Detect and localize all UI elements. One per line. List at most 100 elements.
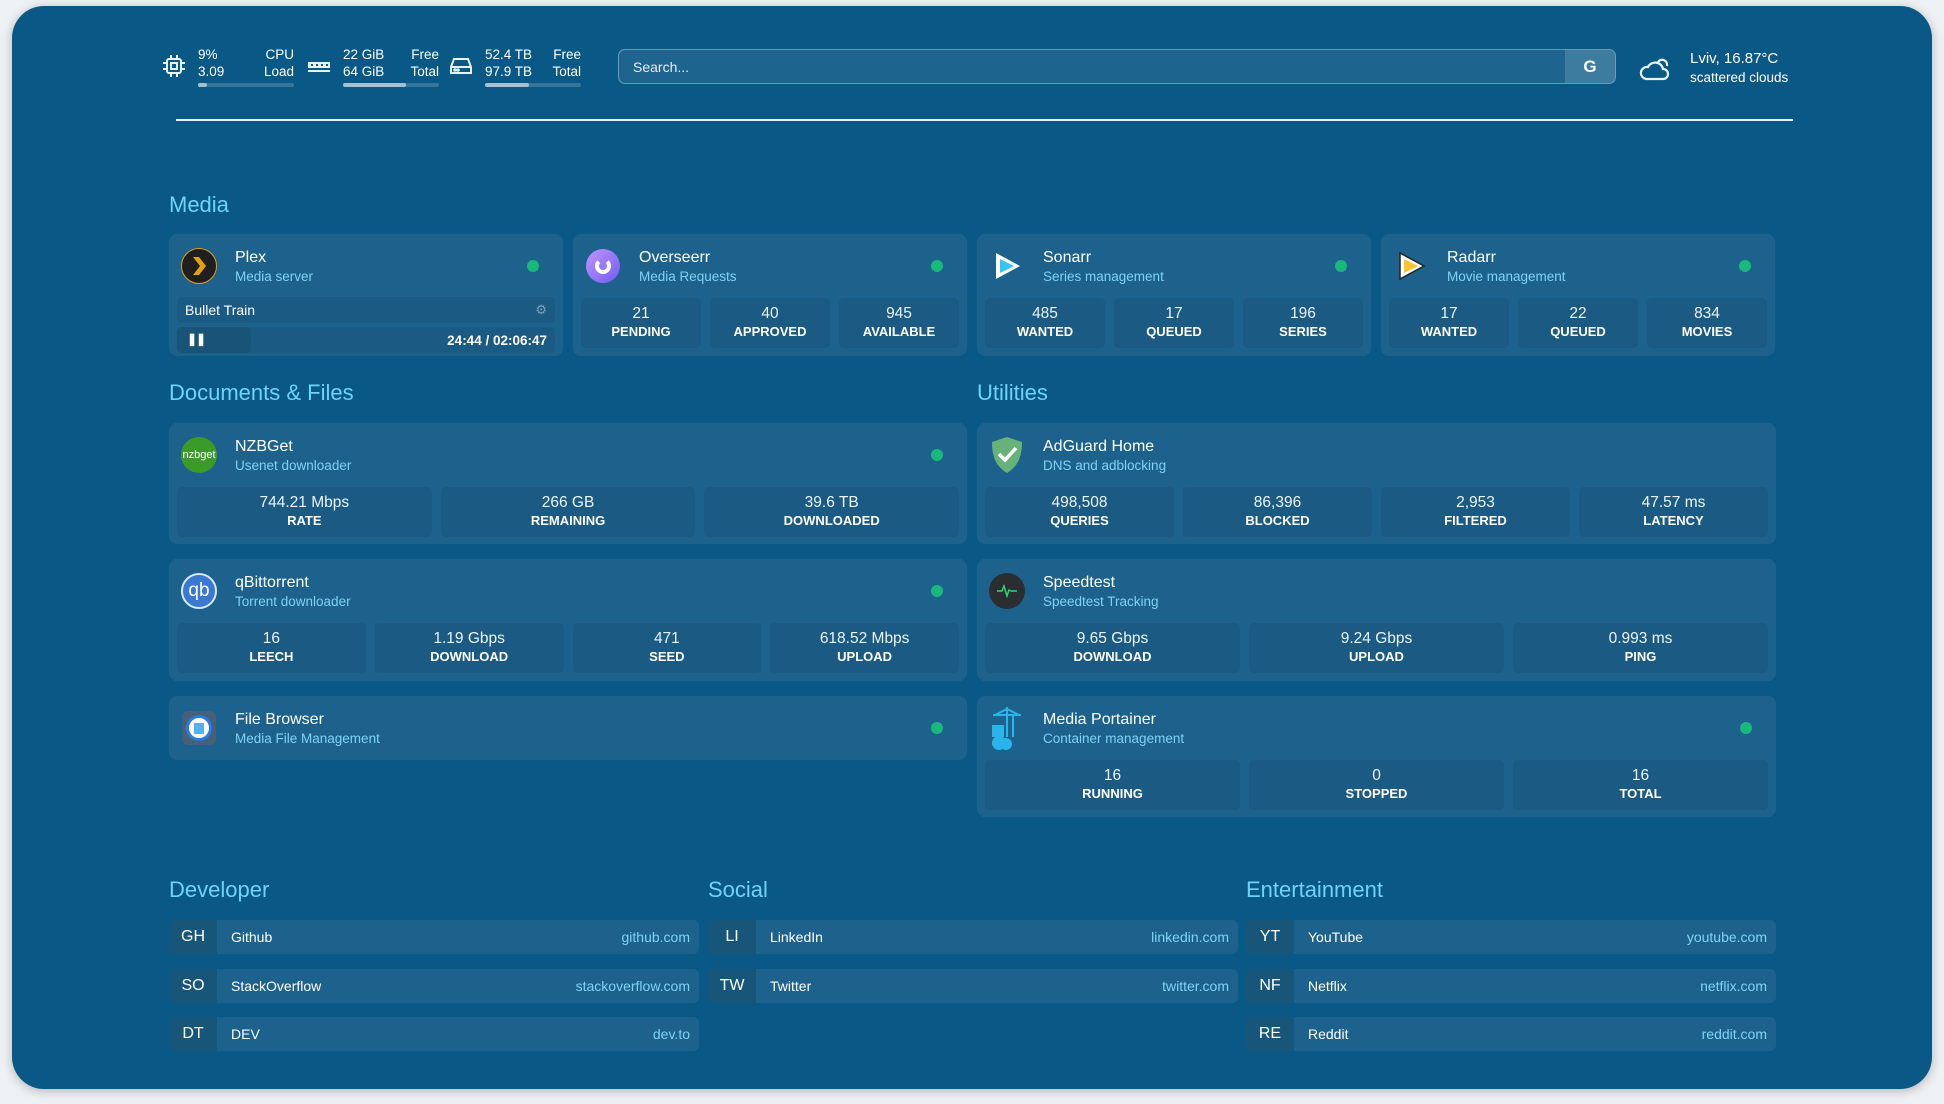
stat-label: QUEUED [1146,324,1202,339]
stat-label: SERIES [1279,324,1327,339]
service-card-qbittorrent[interactable]: qb qBittorrent Torrent downloader 16 LEECH… [169,559,967,681]
playback-time: 24:44 / 02:06:47 [447,332,547,348]
stat-value: 744.21 Mbps [259,494,350,511]
stat-value: 196 [1290,305,1316,322]
stat-label: LEECH [249,649,294,664]
stat-value: 1.19 Gbps [433,630,505,647]
stat-block: 0 STOPPED [1249,760,1504,810]
stat-label: QUERIES [1050,513,1109,528]
stat-label: STOPPED [1345,786,1408,801]
stat-label: AVAILABLE [862,324,936,339]
bookmark-group-title: Entertainment [1246,877,1383,902]
overseerr-icon [585,248,621,284]
cpu-bar [198,83,294,87]
stat-block: 86,396 BLOCKED [1183,487,1372,537]
service-description: Media File Management [235,731,380,746]
stat-value: 16 [1103,767,1122,784]
pause-icon[interactable]: ❚❚ [187,332,206,346]
stat-value: 9.24 Gbps [1340,630,1413,647]
service-card-radarr[interactable]: Radarr Movie management 17 WANTED 22 QUEUED 8… [1381,234,1775,356]
playback-progress[interactable]: ❚❚ 24:44 / 02:06:47 [177,327,555,353]
section-title-utilities: Utilities [977,380,1048,405]
settings-icon[interactable]: ⚙ [535,302,547,317]
icon-text: qb [181,573,217,609]
cpu-icon [163,55,185,77]
service-name: Plex [235,249,267,266]
stat-block: 744.21 Mbps RATE [177,487,432,537]
bookmark-netflix[interactable]: NF Netflix netflix.com [1246,968,1776,1003]
memory-icon [308,62,330,72]
search-input[interactable] [619,50,1565,83]
service-description: Torrent downloader [235,594,351,609]
stat-label: UPLOAD [837,649,893,664]
stat-label: TOTAL [1619,786,1662,801]
bookmark-linkedin[interactable]: LI LinkedIn linkedin.com [708,920,1238,954]
header-divider [176,119,1793,121]
bookmark-reddit[interactable]: RE Reddit reddit.com [1246,1017,1776,1051]
service-name: Speedtest [1043,574,1116,591]
service-name: Media Portainer [1043,711,1156,728]
service-card-adguard-home[interactable]: AdGuard Home DNS and adblocking 498,508 QU… [977,423,1776,544]
free-label: Free [411,47,439,62]
stats-row: 498,508 QUERIES 86,396 BLOCKED 2,953 FILTERED… [985,487,1768,537]
weather-location-temp: Lviv, 16.87°C [1690,50,1779,67]
icon-text: nzbget [181,437,217,473]
cpu-load: 3.09 [198,64,225,79]
stat-value: 485 [1032,305,1058,322]
stat-block: 9.65 Gbps DOWNLOAD [985,623,1240,673]
service-description: DNS and adblocking [1043,458,1167,473]
stat-block: 21 PENDING [581,298,701,348]
service-description: Media Requests [639,269,737,284]
status-dot [931,585,943,597]
weather-widget: Lviv, 16.87°C scattered clouds [1638,50,1788,85]
service-card-nzbget[interactable]: nzbget NZBGet Usenet downloader 744.21 Mb… [169,423,967,544]
bookmark-url: netflix.com [1700,977,1767,994]
bookmark-youtube[interactable]: YT YouTube youtube.com [1246,920,1776,954]
adguard-icon [989,437,1025,473]
filebrowser-icon [181,710,217,746]
bookmark-name: DEV [231,1026,260,1042]
stat-block: 22 QUEUED [1518,298,1638,348]
service-card-plex[interactable]: Plex Media server Bullet Train ⚙ ❚❚ 24:4… [169,234,563,356]
stat-block: 0.993 ms PING [1513,623,1768,673]
stat-value: 834 [1694,305,1720,322]
stat-block: 2,953 FILTERED [1381,487,1570,537]
stat-value: 0.993 ms [1608,630,1673,647]
bookmark-url: dev.to [652,1026,690,1042]
bookmark-group-title: Social [708,877,768,902]
stat-label: DOWNLOADED [783,513,880,528]
stat-label: WANTED [1420,324,1478,339]
bookmark-dev[interactable]: DT DEV dev.to [169,1017,699,1051]
stat-label: QUEUED [1550,324,1606,339]
stat-label: UPLOAD [1349,649,1404,664]
search-engine-button[interactable]: G [1565,50,1615,83]
section-title-media: Media [169,192,229,217]
portainer-icon [989,707,1025,750]
bookmark-twitter[interactable]: TW Twitter twitter.com [708,968,1238,1003]
service-card-media-portainer[interactable]: Media Portainer Container management 16 RU… [977,696,1776,817]
load-label: Load [263,64,294,79]
stats-row: 17 WANTED 22 QUEUED 834 MOVIES [1389,298,1767,348]
stat-value: 39.6 TB [804,494,859,511]
service-name: qBittorrent [235,574,309,591]
speedtest-icon [989,573,1025,609]
stat-label: REMAINING [530,513,606,528]
bookmark-abbr: LI [708,920,756,954]
stat-label: PING [1624,649,1657,664]
stat-value: 9.65 Gbps [1076,630,1149,647]
bookmark-abbr: SO [169,968,217,1003]
bookmark-url: reddit.com [1701,1026,1767,1042]
bookmark-name: Reddit [1308,1026,1349,1042]
stat-label: FILTERED [1444,513,1507,528]
service-card-sonarr[interactable]: Sonarr Series management 485 WANTED 17 QUEUE… [977,234,1371,356]
bookmark-stackoverflow[interactable]: SO StackOverflow stackoverflow.com [169,968,699,1003]
service-description: Container management [1043,731,1185,746]
bookmark-name: StackOverflow [231,977,322,994]
service-card-overseerr[interactable]: Overseerr Media Requests 21 PENDING 40 APPRO… [573,234,967,356]
service-card-file-browser[interactable]: File Browser Media File Management [169,696,967,760]
total-label: Total [552,64,581,79]
bookmark-github[interactable]: GH Github github.com [169,920,699,954]
stat-value: 0 [1372,767,1381,784]
service-card-speedtest[interactable]: Speedtest Speedtest Tracking 9.65 Gbps DOW… [977,559,1776,681]
stat-label: LATENCY [1643,513,1704,528]
